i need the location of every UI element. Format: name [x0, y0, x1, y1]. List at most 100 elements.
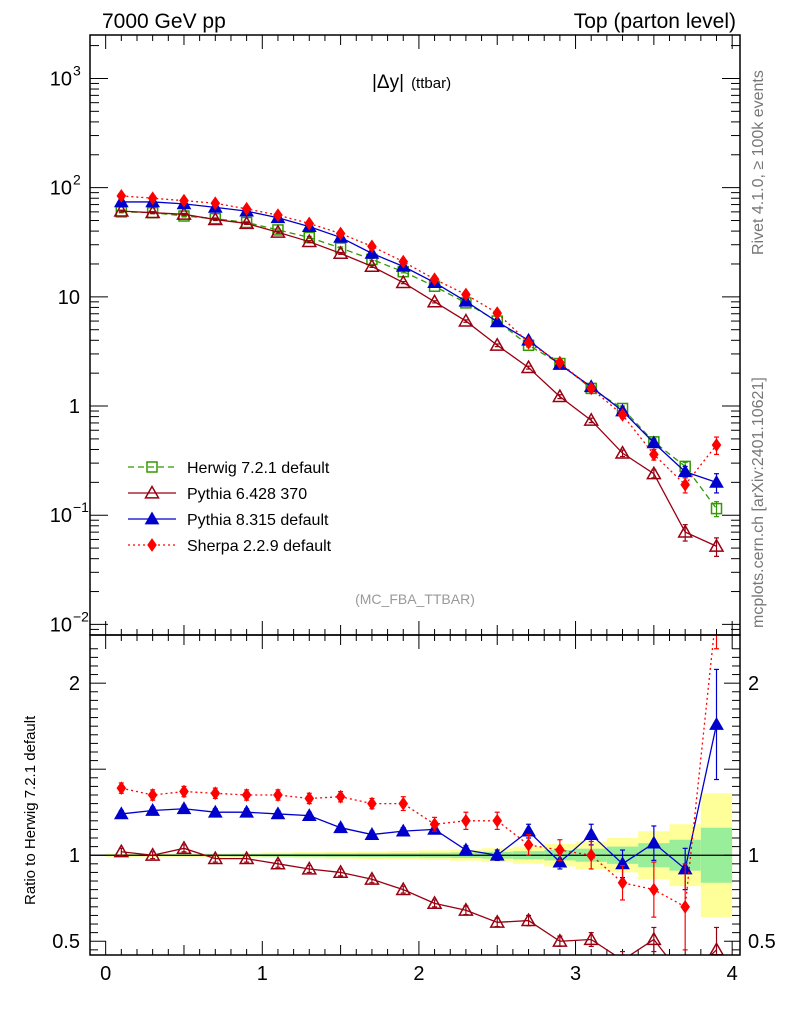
- ratio-series-pythia-8-315-default-point: [207, 804, 223, 818]
- header-right: Top (parton level): [574, 10, 736, 33]
- header-left: 7000 GeV pp: [102, 10, 226, 33]
- main-series-pythia-6-428-370: [113, 203, 725, 557]
- main-series-sherpa-2-2-9-default-point: [523, 335, 534, 350]
- ratio-series-pythia-8-315-default-point: [395, 823, 411, 837]
- ratio-series-pythia-8-315-default-point: [489, 847, 505, 861]
- main-series-sherpa-2-2-9-default-point: [179, 193, 189, 208]
- main-series-pythia-8-315-default-point: [677, 464, 693, 478]
- ratio-series-pythia-6-428-370-point: [364, 871, 380, 885]
- main-series-sherpa-2-2-9-default: [116, 189, 722, 494]
- main-series-sherpa-2-2-9-default-point: [147, 191, 158, 206]
- ratio-series-pythia-8-315-default-point: [145, 802, 161, 816]
- ratio-series-sherpa-2-2-9-default-point: [116, 781, 127, 795]
- ratio-series-sherpa-2-2-9-default-point: [617, 875, 628, 890]
- analysis-label: (MC_FBA_TTBAR): [355, 591, 475, 607]
- legend-entry-pythia-6-428-370: Pythia 6.428 370: [128, 484, 307, 503]
- main-series-sherpa-2-2-9-default-point: [586, 381, 597, 396]
- main-series-pythia-6-428-370-point: [238, 215, 255, 230]
- ratio-y-tick-label-right: 1: [748, 845, 759, 867]
- ratio-axis-ticks: 0.5 0.5 1 1 2 2: [52, 635, 776, 955]
- ratio-series-sherpa-2-2-9-default-point: [367, 796, 377, 811]
- legend-entry-sherpa-2-2-9-default: Sherpa 2.2.9 default: [128, 538, 332, 555]
- ratio-series-sherpa-2-2-9-default-line: [121, 635, 715, 908]
- ratio-y-tick-label-right: 2: [748, 673, 759, 695]
- ratio-series-pythia-6-428-370-point: [552, 933, 568, 947]
- ratio-series-pythia-8-315-default-point: [646, 835, 662, 849]
- ratio-series-pythia-6-428-370-line: [121, 847, 717, 955]
- main-y-tick-label: 10: [50, 505, 72, 527]
- ratio-series-pythia-8-315-default-point: [333, 820, 348, 834]
- main-y-tick-exponent: 2: [73, 172, 81, 188]
- main-series-sherpa-2-2-9-default-point: [649, 447, 659, 462]
- observable-main: |Δy|: [372, 72, 404, 93]
- x-tick-label: 4: [727, 963, 738, 985]
- main-series-sherpa-2-2-9-default-point: [335, 226, 346, 241]
- main-series-sherpa-2-2-9-default-point: [304, 216, 315, 231]
- x-tick-label: 1: [257, 963, 268, 985]
- x-tick-labels: 0 1 2 3 4: [100, 963, 738, 985]
- main-y-tick-exponent: −1: [73, 499, 89, 515]
- main-series-pythia-6-428-370-line: [121, 210, 717, 547]
- main-series-pythia-6-428-370-point: [458, 313, 474, 327]
- legend-entry-pythia-6-428-370-marker: [144, 484, 160, 499]
- main-series: [113, 189, 725, 557]
- main-series-sherpa-2-2-9-default-point: [210, 196, 221, 211]
- main-series-pythia-6-428-370-point: [426, 293, 443, 308]
- ratio-series-pythia-6-428-370-point: [113, 843, 130, 858]
- ratio-series-pythia-6-428-370-point: [583, 931, 599, 946]
- main-series-pythia-6-428-370-point: [489, 337, 506, 351]
- main-series-pythia-6-428-370-point: [113, 203, 130, 217]
- main-series-pythia-6-428-370-point: [207, 211, 224, 226]
- main-y-tick-exponent: −2: [73, 608, 89, 624]
- ratio-series-sherpa-2-2-9-default-point: [555, 843, 565, 857]
- main-series-pythia-6-428-370-point: [520, 359, 537, 374]
- ratio-series-pythia-8-315-default-point: [301, 808, 317, 822]
- legend-entry-pythia-8-315-default: Pythia 8.315 default: [128, 511, 329, 529]
- ratio-series-sherpa-2-2-9-default-point: [179, 784, 189, 799]
- main-series-sherpa-2-2-9-default-line: [121, 195, 718, 486]
- ratio-series-pythia-6-428-370: [113, 840, 725, 956]
- ratio-series-pythia-8-315-default-point: [113, 806, 129, 820]
- ratio-series-pythia-8-315-default-point: [176, 801, 192, 815]
- ratio-series-sherpa-2-2-9-default-point: [335, 789, 346, 804]
- ratio-series-pythia-6-428-370-point: [458, 902, 474, 916]
- ratio-series-sherpa-2-2-9-default-point: [586, 848, 597, 863]
- legend: Herwig 7.2.1 default Pythia 6.428 370 Pyth…: [128, 460, 332, 555]
- ratio-series-pythia-8-315-default-point: [239, 804, 254, 818]
- main-series-pythia-6-428-370-point: [646, 465, 662, 480]
- ratio-series-sherpa-2-2-9-default-point: [461, 813, 471, 828]
- legend-entry-herwig-7-2-1-default-label: Herwig 7.2.1 default: [187, 460, 330, 477]
- legend-entry-sherpa-2-2-9-default-marker: [147, 538, 157, 552]
- main-series-sherpa-2-2-9-default-point: [398, 254, 409, 269]
- main-series-sherpa-2-2-9-default-point: [617, 407, 628, 422]
- main-series-pythia-6-428-370-point: [677, 524, 693, 538]
- ratio-y-tick-label: 2: [69, 673, 80, 695]
- ratio-series-pythia-8-315-default-point: [552, 854, 568, 868]
- ratio-series-pythia-6-428-370-point: [426, 895, 443, 910]
- main-series-herwig-7-2-1-default-point: [710, 502, 723, 515]
- ratio-series-sherpa-2-2-9-default-point: [649, 882, 659, 897]
- ratio-series-pythia-8-315-default-point: [709, 716, 724, 730]
- ratio-y-tick-label-right: 0.5: [748, 931, 776, 953]
- ratio-y-tick-label: 1: [69, 845, 80, 867]
- ratio-series-pythia-6-428-370-point: [301, 860, 318, 875]
- main-series-pythia-6-428-370-point: [176, 206, 192, 220]
- ratio-series-sherpa-2-2-9-default-point: [398, 796, 409, 811]
- ratio-series-pythia-6-428-370-point: [270, 855, 286, 870]
- ratio-plot-frame: [89, 634, 741, 956]
- main-series-pythia-8-315-default-point: [489, 314, 505, 328]
- ratio-series-pythia-6-428-370-point: [238, 850, 255, 865]
- main-series-pythia-6-428-370-point: [301, 233, 318, 248]
- x-tick-label: 3: [570, 963, 581, 985]
- main-series-pythia-6-428-370-point: [270, 224, 286, 238]
- legend-entry-herwig-7-2-1-default: Herwig 7.2.1 default: [128, 460, 330, 477]
- main-y-tick-label: 10: [50, 614, 72, 636]
- mcplots-label: mcplots.cern.ch [arXiv:2401.10621]: [750, 377, 767, 628]
- main-series-pythia-6-428-370-point: [583, 412, 599, 426]
- ratio-y-tick-label: 0.5: [52, 931, 80, 953]
- main-series-pythia-8-315-default-point: [709, 474, 724, 488]
- rivet-label: Rivet 4.1.0, ≥ 100k events: [750, 70, 767, 255]
- ratio-series-pythia-6-428-370-point: [144, 847, 161, 861]
- x-tick-label: 2: [413, 963, 424, 985]
- main-series-sherpa-2-2-9-default-point: [116, 189, 127, 203]
